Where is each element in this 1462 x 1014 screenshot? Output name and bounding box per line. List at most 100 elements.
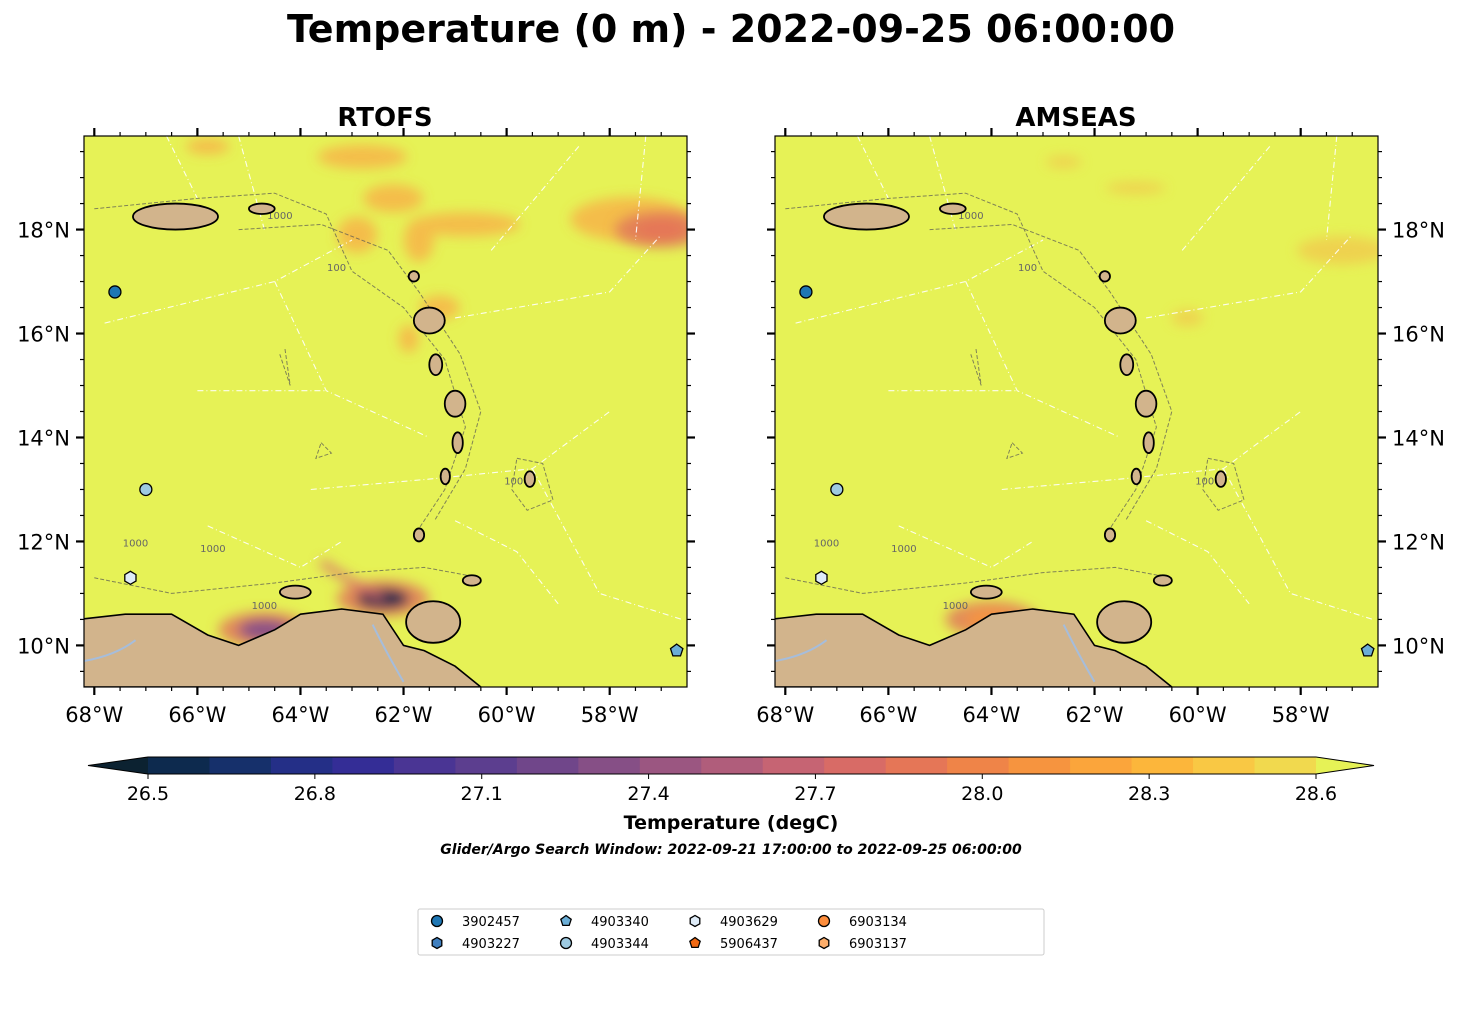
legend-marker-4903629 <box>689 914 701 928</box>
eez-line <box>1222 468 1373 620</box>
legend-label: 5906437 <box>720 937 778 952</box>
colorbar-label: Temperature (degC) <box>624 812 839 834</box>
colorbar-segment <box>762 757 825 774</box>
contour-label: 100 <box>1018 263 1037 274</box>
contour-label: 1000 <box>1195 476 1220 487</box>
colorbar-tick-label: 27.7 <box>794 783 836 805</box>
colorbar-segment <box>455 757 518 774</box>
warm-patch <box>404 217 434 262</box>
contour-label: 1000 <box>504 476 529 487</box>
map-axes: 68°W 66°W 64°W 62°W 60°W 58°W 10°N 12°N 14°N 16°N… <box>756 128 1445 727</box>
x-tick-label: 64°W <box>962 703 1020 727</box>
contour-label: 1000 <box>200 544 225 555</box>
legend-frame <box>417 908 1045 956</box>
colorbar-segment <box>701 757 764 774</box>
island-margarita <box>278 584 312 600</box>
y-tick-label: 12°N <box>1392 530 1445 554</box>
island-antigua <box>1098 270 1111 283</box>
contour-label: 1000 <box>958 211 983 222</box>
warm-patch <box>185 138 230 155</box>
legend-label: 4903344 <box>591 937 649 952</box>
colorbar-segment <box>516 757 579 774</box>
river <box>371 624 405 683</box>
obs-4903629 <box>124 570 137 586</box>
y-tick-label: 14°N <box>1392 426 1445 450</box>
panel-rtofs: RTOFS 1000 100 1000 1000 1000 1000 68°W 66°W 64°… <box>17 103 695 727</box>
island-barbados <box>1214 470 1227 488</box>
colorbar-tick-label: 26.5 <box>127 783 169 805</box>
y-tick-label: 10°N <box>17 634 70 658</box>
obs-4903629 <box>815 570 828 586</box>
legend-label: 4903629 <box>720 915 778 930</box>
colorbar-tick-label: 28.6 <box>1295 783 1337 805</box>
legend-marker-4903340 <box>560 914 572 927</box>
search-window-note: Glider/Argo Search Window: 2022-09-21 17… <box>440 842 1022 858</box>
river <box>775 639 828 662</box>
island-curacao <box>734 526 755 542</box>
island-dominica <box>1119 353 1135 377</box>
island-trinidad <box>405 600 462 644</box>
y-tick-label: 16°N <box>17 323 70 347</box>
legend-marker-5906437 <box>689 936 701 949</box>
y-tick-label: 18°N <box>1392 219 1445 243</box>
island-puerto-rico <box>132 202 219 231</box>
eez-line <box>1146 234 1353 319</box>
depth-contour <box>94 192 466 537</box>
island-tobago <box>1152 574 1173 587</box>
contour-label: 1000 <box>267 211 292 222</box>
map-body: 1000 100 1000 1000 1000 1000 <box>84 136 687 687</box>
colorbar-segment <box>1070 757 1133 774</box>
colorbar-segment <box>1131 757 1194 774</box>
legend-label: 4903340 <box>591 915 649 930</box>
island-tobago <box>461 574 482 587</box>
warm-patch <box>1171 309 1204 326</box>
depth-contour <box>315 442 333 460</box>
x-tick-label: 60°W <box>1169 703 1227 727</box>
anomaly-plume <box>318 558 385 603</box>
x-tick-label: 62°W <box>375 703 433 727</box>
warm-patches <box>1045 155 1378 326</box>
eez-line <box>310 411 611 491</box>
x-tick-label: 68°W <box>756 703 814 727</box>
island-martinique <box>1134 389 1158 418</box>
island-guadeloupe <box>1103 306 1137 335</box>
eez-line <box>1181 146 1271 251</box>
colorbar-extend-min <box>88 757 148 774</box>
south-america <box>775 608 1174 687</box>
colorbar-segment <box>639 757 702 774</box>
obs-4903340 <box>669 643 684 657</box>
map-axes: 68°W 66°W 64°W 62°W 60°W 58°W 10°N 12°N 14°N 16°N… <box>17 128 695 727</box>
legend-marker-4903344 <box>559 936 573 950</box>
colorbar-tick-label: 26.8 <box>294 783 336 805</box>
eez-line <box>207 525 342 569</box>
land <box>84 202 536 687</box>
panel-title-amseas: AMSEAS <box>1015 103 1136 133</box>
legend-marker-3902457 <box>430 914 444 928</box>
depth-contour <box>785 566 1172 594</box>
y-tick-label: 12°N <box>17 530 70 554</box>
colorbar-segment <box>1193 757 1256 774</box>
eez-line <box>898 525 1033 569</box>
warm-patch <box>317 144 408 169</box>
obs-4903344 <box>139 482 153 497</box>
colorbar-segment <box>332 757 395 774</box>
y-tick-label: 18°N <box>17 219 70 243</box>
colorbar: 26.5 26.8 27.1 27.4 27.7 28.0 28.3 28.6 <box>87 756 1375 805</box>
eez-line <box>455 234 662 319</box>
contour-label: 1000 <box>891 544 916 555</box>
river <box>1062 624 1096 683</box>
island-st-vincent <box>439 467 451 486</box>
island-guadeloupe <box>412 306 446 335</box>
x-tick-label: 68°W <box>65 703 123 727</box>
eez-line <box>1325 136 1338 241</box>
legend-label: 6903134 <box>849 915 907 930</box>
x-tick-label: 58°W <box>1272 703 1330 727</box>
colorbar-tick-label: 27.1 <box>461 783 503 805</box>
island-st-lucia <box>451 431 464 454</box>
depth-contour <box>94 566 481 594</box>
island-grenada <box>412 527 426 543</box>
legend-marker-4903227 <box>431 936 443 950</box>
contour-label: 100 <box>327 263 346 274</box>
contour-label: 1000 <box>123 539 148 550</box>
